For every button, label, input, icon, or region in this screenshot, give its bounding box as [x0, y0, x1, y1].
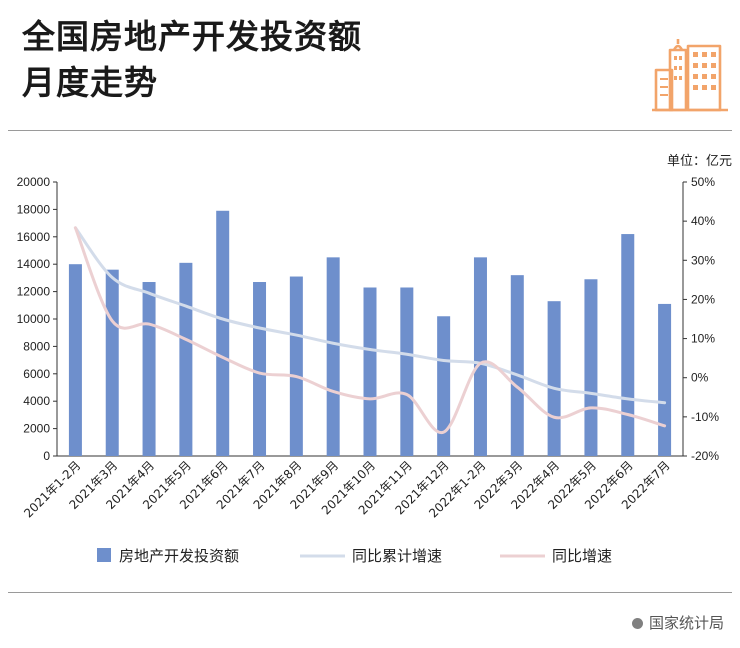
- page-title: 全国房地产开发投资额 月度走势: [22, 14, 362, 106]
- bar: [105, 269, 119, 456]
- bar: [584, 279, 598, 456]
- left-tick-label: 8000: [23, 339, 50, 353]
- buildings-icon: [652, 39, 728, 112]
- left-tick-label: 18000: [17, 202, 51, 216]
- cumulative-growth-line: [73, 226, 667, 405]
- legend-cumulative-label: 同比累计增速: [352, 547, 442, 565]
- bar: [658, 303, 672, 456]
- bar: [179, 262, 193, 456]
- bar: [547, 301, 561, 456]
- left-tick-label: 6000: [23, 367, 50, 381]
- left-tick-label: 12000: [17, 285, 51, 299]
- bar: [400, 287, 414, 456]
- legend-bar-swatch: [97, 548, 111, 562]
- bar: [473, 257, 487, 456]
- legend-yoy-label: 同比增速: [552, 547, 612, 565]
- right-tick-label: 10%: [691, 332, 715, 346]
- bar: [289, 276, 303, 456]
- right-tick-label: 40%: [691, 214, 715, 228]
- source-label: 国家统计局: [631, 612, 724, 633]
- header-divider: [8, 130, 732, 131]
- investment-chart: 0 2000 4000 6000 8000 10000 12000 14000 16000 180…: [17, 175, 720, 565]
- right-tick-label: 20%: [691, 292, 715, 306]
- title-line-2: 月度走势: [22, 63, 158, 102]
- legend-bar-label: 房地产开发投资额: [119, 547, 239, 565]
- right-tick-label: 30%: [691, 253, 715, 267]
- bar: [216, 210, 230, 456]
- left-tick-label: 10000: [17, 312, 51, 326]
- right-tick-label: -20%: [691, 449, 719, 463]
- bar: [437, 316, 451, 456]
- bar: [253, 282, 267, 456]
- right-tick-label: 50%: [691, 175, 715, 189]
- right-tick-label: 0%: [691, 371, 709, 385]
- bar: [621, 234, 635, 456]
- right-tick-label: -10%: [691, 410, 719, 424]
- left-tick-label: 0: [43, 449, 50, 463]
- title-line-1: 全国房地产开发投资额: [22, 17, 362, 56]
- source-dot-icon: [631, 618, 643, 629]
- bar: [363, 287, 377, 456]
- left-tick-label: 2000: [23, 422, 50, 436]
- left-tick-label: 14000: [17, 257, 51, 271]
- yoy-growth-line: [73, 226, 667, 434]
- bar: [142, 282, 156, 456]
- unit-label: 单位：亿元: [666, 154, 732, 169]
- left-tick-label: 20000: [17, 175, 51, 189]
- left-tick-label: 16000: [17, 230, 51, 244]
- left-tick-label: 4000: [23, 394, 50, 408]
- source-text: 国家统计局: [648, 614, 724, 632]
- footer-divider: [8, 592, 732, 593]
- bar: [68, 264, 82, 456]
- bar: [510, 275, 524, 456]
- bar: [326, 257, 340, 456]
